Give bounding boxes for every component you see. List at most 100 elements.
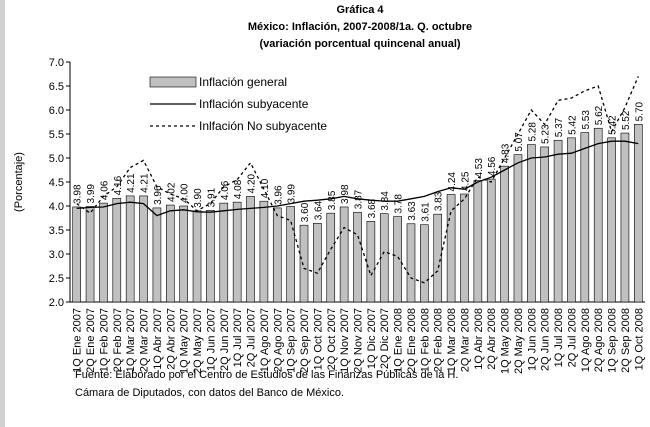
y-tick-label: 6.0 [49, 105, 64, 117]
bar [567, 137, 576, 303]
legend-label: Inlfación No subyacente [199, 119, 327, 133]
value-label: 4.02 [166, 182, 177, 202]
legend-swatch [149, 76, 197, 88]
bar [165, 204, 175, 303]
note: Fuente: Elaborado por el Centro de Estud… [75, 369, 458, 381]
y-tick-label: 4.0 [49, 201, 64, 213]
value-label: 3.91 [206, 187, 217, 207]
x-tick-label: 1Q Mar 2008 [446, 308, 458, 372]
value-label: 4.83 [501, 143, 512, 163]
value-label: 5.28 [527, 122, 538, 142]
x-tick-label: 1Q May 2007 [179, 308, 191, 374]
x-tick-label: 2Q May 2008 [513, 308, 525, 374]
bar [593, 127, 603, 303]
value-label: 5.52 [621, 110, 632, 130]
legend-label: Inflación subyacente [199, 97, 309, 111]
bar [620, 132, 630, 303]
value-label: 4.00 [180, 183, 191, 203]
x-tick-label: 2Q Nov 2007 [353, 308, 365, 373]
value-label: 4.56 [487, 156, 498, 176]
x-tick-label: 2Q Oct 2007 [326, 308, 338, 370]
x-tick-label: 2Q Ene 2008 [406, 308, 418, 373]
bar [580, 132, 590, 303]
value-label: 5.53 [581, 110, 592, 130]
x-tick-label: 1Q Jul 2008 [553, 308, 565, 367]
x-tick-label: 2Q Dic 2007 [379, 308, 391, 369]
bar [152, 207, 162, 303]
value-label: 3.61 [420, 202, 431, 222]
bar [607, 137, 616, 303]
value-label: 3.98 [73, 184, 84, 204]
bar [125, 195, 135, 303]
x-tick-label: 1Q Mar 2007 [125, 308, 137, 372]
value-label: 3.60 [300, 202, 311, 222]
left-edge [0, 0, 5, 427]
value-label: 3.64 [313, 200, 324, 220]
x-tick-label: 2Q Sep 2008 [620, 308, 632, 373]
bar [553, 139, 563, 303]
bar [366, 221, 376, 303]
line [76, 76, 639, 284]
value-label: 4.06 [220, 180, 231, 200]
bar [99, 202, 108, 303]
bar [219, 202, 229, 303]
value-label: 4.08 [233, 179, 244, 199]
x-tick-label: 1Q Jun 2008 [526, 308, 538, 371]
bar [473, 180, 483, 303]
value-label: 4.10 [260, 178, 271, 198]
x-tick-label: 1Q Oct 2008 [633, 308, 645, 370]
x-tick-label: 1Q Ene 2008 [393, 308, 405, 373]
y-tick-label: 4.5 [49, 177, 64, 189]
x-tick-label: 2Q Jul 2008 [566, 308, 578, 367]
bar [313, 222, 322, 303]
chart-subtitle: México: Inflación, 2007-2008/1a. Q. octu… [248, 21, 472, 33]
bar [393, 216, 402, 303]
bar [72, 206, 81, 303]
bar [206, 210, 215, 303]
value-label: 5.70 [634, 101, 645, 121]
value-label: 4.21 [126, 173, 137, 193]
bar [446, 194, 456, 303]
y-tick-label: 3.0 [49, 249, 64, 261]
value-label: 4.20 [247, 173, 258, 193]
chart-title: Gráfica 4 [336, 4, 384, 16]
value-label: 5.23 [541, 124, 552, 144]
bar [246, 196, 255, 303]
x-tick-label: 1Q Sep 2008 [607, 308, 619, 373]
x-tick-label: 1Q Jun 2007 [205, 308, 217, 371]
value-label: 3.90 [193, 188, 204, 208]
x-tick-label: 1Q Nov 2007 [339, 308, 351, 373]
bar [500, 165, 509, 303]
value-label: 3.99 [287, 184, 298, 204]
bar [486, 178, 496, 303]
x-tick-label: 1Q Oct 2007 [312, 308, 324, 370]
x-tick-label: 2Q Feb 2008 [433, 308, 445, 372]
bar [232, 201, 242, 303]
x-tick-label: 2Q May 2007 [192, 308, 204, 374]
note: Cámara de Diputados, con datos del Banco… [75, 387, 344, 399]
x-tick-label: 2Q Mar 2008 [459, 308, 471, 372]
x-tick-label: 2Q Abr 2007 [165, 308, 177, 370]
bar [433, 213, 443, 303]
bar [85, 206, 95, 303]
value-label: 5.62 [594, 105, 605, 125]
x-tick-label: 1Q Ago 2007 [259, 308, 271, 372]
x-tick-label: 2Q Jun 2007 [219, 308, 231, 371]
line [76, 140, 639, 217]
x-tick-label: 1Q Ago 2008 [580, 308, 592, 372]
value-label: 4.25 [460, 171, 471, 191]
x-tick-label: 2Q Jul 2007 [246, 308, 258, 367]
y-tick-label: 5.5 [49, 129, 64, 141]
x-tick-label: 2Q Sep 2007 [299, 308, 311, 373]
value-label: 5.37 [554, 117, 565, 137]
value-label: 4.06 [99, 180, 110, 200]
value-label: 4.24 [447, 172, 458, 192]
value-label: 3.78 [394, 194, 405, 214]
bar [353, 211, 362, 303]
x-tick-label: 2Q Ago 2008 [593, 308, 605, 372]
x-tick-label: 1Q Sep 2007 [286, 308, 298, 373]
value-label: 4.53 [474, 158, 485, 178]
bar [513, 154, 523, 303]
x-tick-label: 1Q Abr 2008 [473, 308, 485, 370]
